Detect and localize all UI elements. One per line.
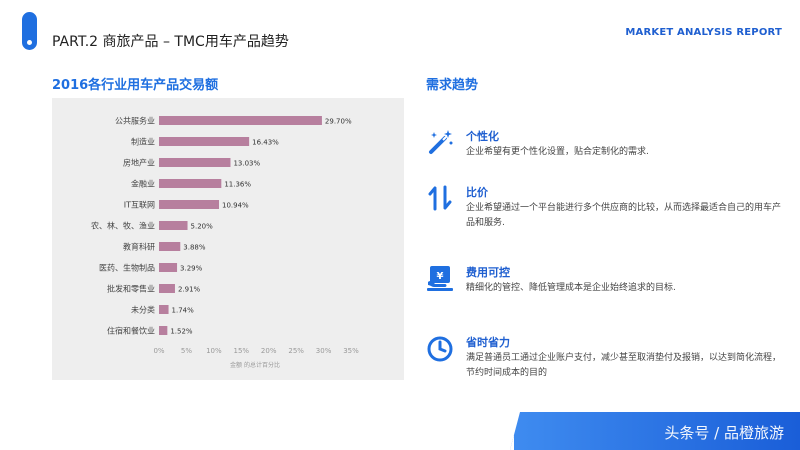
bar (159, 200, 220, 209)
trend-section-title: 需求趋势 (426, 78, 479, 93)
trend-title: 个性化 (466, 130, 499, 143)
trend-desc: 企业希望通过一个平台能进行多个供应商的比较，从而选择最适合自己的用车产品和服务. (466, 203, 782, 228)
data-label: 29.70% (325, 118, 352, 126)
x-tick-label: 30% (316, 347, 332, 355)
bar (159, 284, 175, 293)
x-tick-label: 0% (153, 347, 164, 355)
x-tick-label: 5% (181, 347, 192, 355)
category-label: 批发和零售业 (107, 284, 155, 294)
cost-control-icon: ¥ (427, 266, 453, 291)
data-label: 10.94% (222, 202, 249, 210)
category-label: 房地产业 (123, 158, 155, 168)
x-tick-label: 10% (206, 347, 222, 355)
category-label: 金融业 (131, 179, 155, 189)
x-tick-label: 20% (261, 347, 277, 355)
bar (159, 305, 169, 314)
category-label: 制造业 (131, 137, 155, 147)
report-tag: MARKET ANALYSIS REPORT (625, 27, 782, 38)
magic-wand-icon (429, 130, 453, 154)
x-tick-label: 25% (288, 347, 304, 355)
data-label: 16.43% (252, 139, 279, 147)
trend-desc: 精细化的管控、降低管理成本是企业始终追求的目标. (466, 283, 676, 293)
data-label: 1.74% (172, 307, 195, 315)
header-accent-bar (22, 12, 37, 50)
category-label: 农、林、牧、渔业 (91, 221, 155, 231)
bar (159, 179, 222, 188)
watermark: 头条号 / 品橙旅游 (664, 424, 784, 442)
bar (159, 326, 168, 335)
data-label: 5.20% (191, 223, 214, 231)
bar (159, 242, 181, 251)
compare-arrows-icon (428, 185, 452, 211)
category-label: 医药、生物制品 (99, 263, 155, 273)
x-tick-label: 35% (343, 347, 359, 355)
data-label: 1.52% (170, 328, 193, 336)
data-label: 13.03% (233, 160, 260, 168)
bar (159, 221, 188, 230)
category-label: 教育科研 (123, 242, 155, 252)
trend-title: 省时省力 (466, 336, 510, 349)
footer-strip (510, 412, 800, 450)
bar (159, 116, 322, 125)
svg-text:¥: ¥ (437, 271, 444, 282)
data-label: 11.36% (224, 181, 251, 189)
bar (159, 263, 178, 272)
trend-title: 费用可控 (466, 266, 510, 279)
bar (159, 137, 250, 146)
data-label: 3.88% (183, 244, 206, 252)
chart-section-title: 2016各行业用车产品交易额 (52, 78, 219, 93)
trend-desc: 满足普通员工通过企业账户支付，减少甚至取消垫付及报销，以达到简化流程，节约时间成… (466, 353, 782, 378)
category-label: IT互联网 (124, 201, 155, 210)
x-tick-label: 15% (234, 347, 250, 355)
clock-icon (427, 336, 453, 362)
data-label: 3.29% (180, 265, 203, 273)
trend-title: 比价 (466, 186, 488, 199)
chart-panel: 公共服务业 29.70% 制造业 16.43% 房地产业 13.03% 金融业 11.36% I… (52, 98, 404, 380)
category-label: 住宿和餐饮业 (107, 326, 155, 336)
data-label: 2.91% (178, 286, 201, 294)
bar (159, 158, 231, 167)
category-label: 未分类 (131, 305, 155, 315)
bar-chart: 公共服务业 29.70% 制造业 16.43% 房地产业 13.03% 金融业 11.36% I… (91, 116, 359, 370)
x-axis-label: 金额 的总计百分比 (230, 361, 280, 369)
trend-desc: 企业希望有更个性化设置，贴合定制化的需求. (466, 147, 649, 157)
category-label: 公共服务业 (115, 116, 155, 126)
page-title: PART.2 商旅产品 – TMC用车产品趋势 (52, 34, 289, 50)
